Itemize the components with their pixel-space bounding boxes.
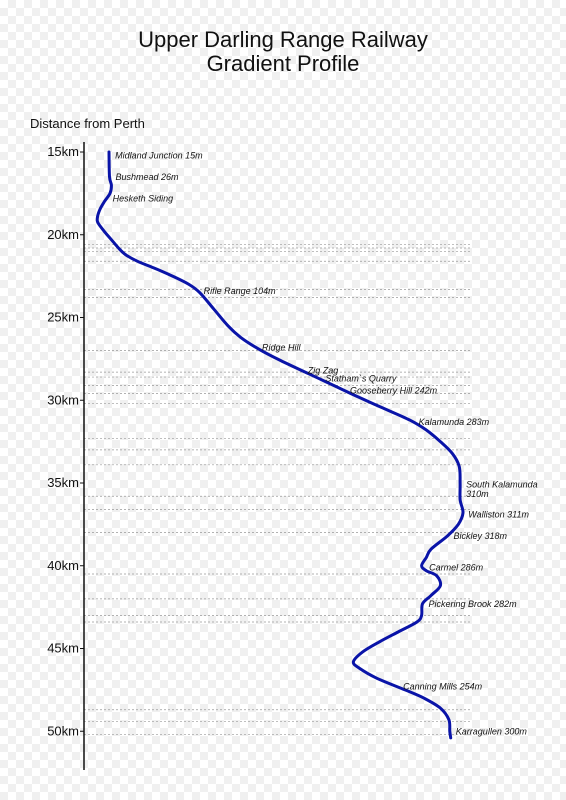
station-label: 310m [466, 489, 489, 499]
y-tick-label: 25km [47, 310, 79, 325]
station-labels: Midland Junction 15m Bushmead 26m Hesketh … [113, 150, 538, 736]
station-label: Canning Mills 254m [403, 682, 483, 692]
station-label: Pickering Brook 282m [429, 599, 518, 609]
grid-lines [84, 244, 470, 735]
chart-title-line2: Gradient Profile [206, 51, 360, 76]
station-label: Rifle Range 104m [204, 286, 277, 296]
station-label: Walliston 311m [468, 509, 529, 519]
station-label: Hesketh Siding [113, 193, 174, 203]
y-axis-ticks: 15km 20km 25km 30km 35km 40km 45km 50km [47, 144, 84, 738]
station-label: Karragullen 300m [456, 726, 528, 736]
y-tick-label: 15km [47, 144, 79, 159]
station-label: Bickley 318m [453, 531, 507, 541]
chart-title-line1: Upper Darling Range Railway [138, 27, 428, 52]
y-tick-label: 30km [47, 392, 79, 407]
y-tick-label: 50km [47, 723, 79, 738]
y-tick-label: 20km [47, 227, 79, 242]
station-label: South Kalamunda [466, 480, 538, 490]
station-label: Bushmead 26m [116, 172, 180, 182]
station-label: Gooseberry Hill 242m [350, 385, 438, 395]
y-tick-label: 35km [47, 475, 79, 490]
station-label: Kalamunda 283m [419, 417, 490, 427]
station-label: Zig Zag [307, 365, 339, 375]
station-label: Ridge Hill [262, 342, 302, 352]
profile-line [95, 150, 465, 740]
station-label: Statham`s Quarry [325, 374, 397, 384]
y-axis-label: Distance from Perth [30, 116, 145, 131]
station-label: Midland Junction 15m [115, 150, 203, 160]
station-label: Carmel 286m [429, 562, 484, 572]
y-tick-label: 40km [47, 558, 79, 573]
y-tick-label: 45km [47, 641, 79, 656]
